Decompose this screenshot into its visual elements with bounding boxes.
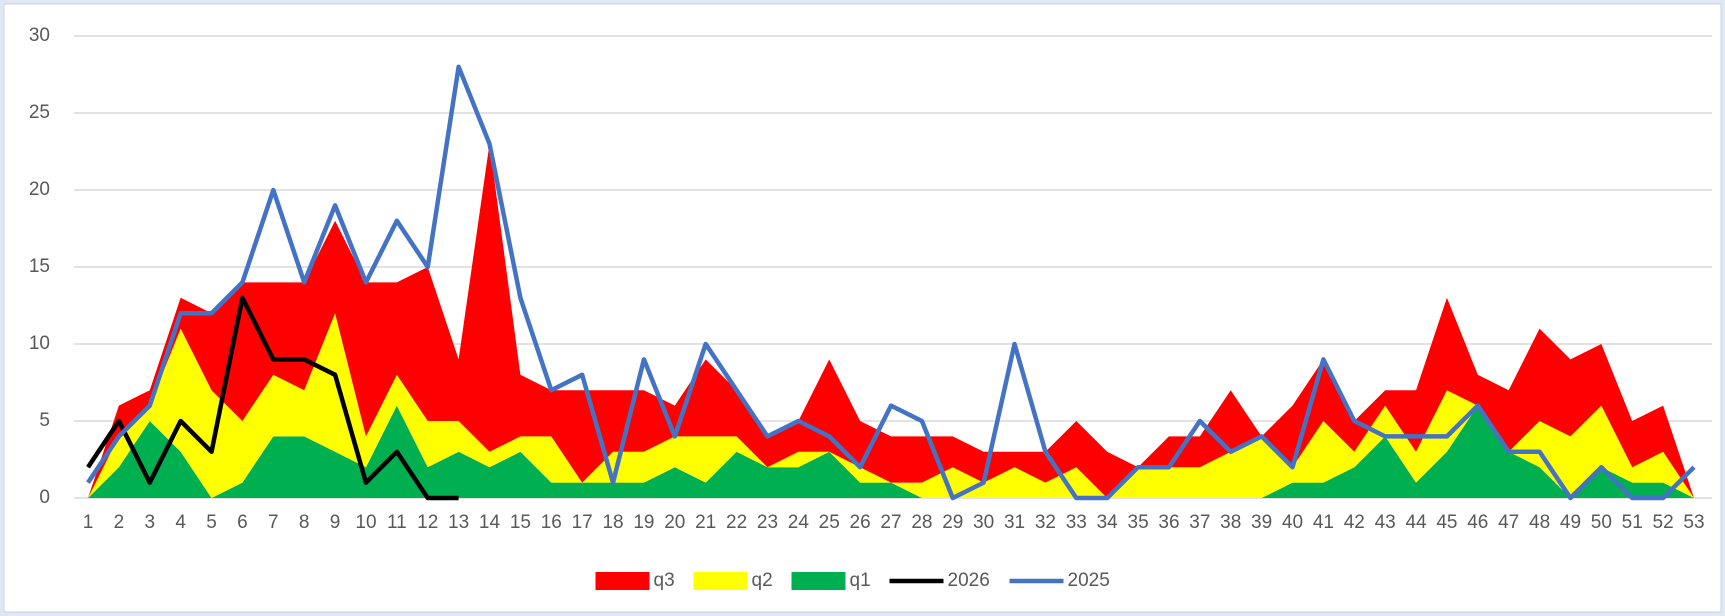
y-tick-label: 30 — [29, 25, 50, 46]
x-tick-label: 48 — [1529, 512, 1550, 533]
x-tick-label: 37 — [1189, 512, 1210, 533]
x-tick-label: 1 — [83, 512, 94, 533]
x-tick-label: 40 — [1282, 512, 1303, 533]
x-tick-label: 53 — [1683, 512, 1704, 533]
x-tick-label: 9 — [330, 512, 341, 533]
y-tick-label: 5 — [39, 410, 50, 431]
area — [88, 143, 1694, 499]
x-tick-label: 43 — [1375, 512, 1396, 533]
y-tick-label: 15 — [29, 256, 50, 277]
x-tick-label: 30 — [973, 512, 994, 533]
x-tick-label: 20 — [664, 512, 685, 533]
x-tick-label: 46 — [1467, 512, 1488, 533]
x-tick-label: 21 — [695, 512, 716, 533]
y-tick-label: 25 — [29, 102, 50, 123]
x-tick-label: 41 — [1313, 512, 1334, 533]
legend-label: 2026 — [948, 570, 990, 591]
x-tick-label: 27 — [880, 512, 901, 533]
x-tick-label: 35 — [1128, 512, 1149, 533]
x-tick-label: 31 — [1004, 512, 1025, 533]
x-tick-label: 6 — [237, 512, 248, 533]
x-tick-label: 15 — [510, 512, 531, 533]
x-tick-label: 12 — [417, 512, 438, 533]
legend-label: q1 — [850, 570, 871, 591]
line — [86, 64, 1696, 501]
legend-swatch — [595, 572, 650, 590]
x-tick-label: 47 — [1498, 512, 1519, 533]
x-tick-label: 4 — [175, 512, 186, 533]
x-tick-label: 5 — [206, 512, 217, 533]
x-tick-label: 11 — [387, 512, 407, 533]
x-tick-label: 45 — [1436, 512, 1457, 533]
y-tick-label: 0 — [39, 487, 50, 508]
x-tick-label: 23 — [757, 512, 778, 533]
legend-swatch — [791, 572, 846, 590]
x-tick-label: 38 — [1220, 512, 1241, 533]
x-tick-label: 49 — [1560, 512, 1581, 533]
x-tick-label: 19 — [633, 512, 654, 533]
x-tick-label: 25 — [819, 512, 840, 533]
x-tick-label: 51 — [1622, 512, 1643, 533]
x-tick-label: 16 — [541, 512, 562, 533]
x-tick-label: 32 — [1035, 512, 1056, 533]
x-tick-label: 17 — [572, 512, 593, 533]
x-tick-label: 7 — [268, 512, 279, 533]
x-tick-label: 22 — [726, 512, 747, 533]
y-tick-label: 10 — [29, 333, 50, 354]
x-tick-label: 28 — [911, 512, 932, 533]
x-tick-label: 18 — [602, 512, 623, 533]
legend-swatch — [693, 572, 748, 590]
y-tick-label: 20 — [29, 179, 50, 200]
legend-label: q2 — [752, 570, 773, 591]
x-tick-label: 44 — [1405, 512, 1427, 533]
legend-label: 2025 — [1068, 570, 1110, 591]
legend-label: q3 — [654, 570, 675, 591]
x-tick-label: 42 — [1344, 512, 1365, 533]
x-tick-label: 13 — [448, 512, 469, 533]
x-tick-label: 33 — [1066, 512, 1087, 533]
x-tick-label: 29 — [942, 512, 963, 533]
x-tick-label: 2 — [114, 512, 125, 533]
x-tick-label: 50 — [1591, 512, 1612, 533]
x-tick-label: 36 — [1158, 512, 1179, 533]
x-tick-label: 52 — [1653, 512, 1674, 533]
x-tick-label: 14 — [479, 512, 501, 533]
x-tick-label: 3 — [144, 512, 155, 533]
x-tick-label: 24 — [788, 512, 810, 533]
x-tick-label: 39 — [1251, 512, 1272, 533]
line — [86, 295, 459, 501]
x-tick-label: 8 — [299, 512, 310, 533]
area — [88, 405, 1694, 498]
x-tick-label: 34 — [1097, 512, 1119, 533]
x-tick-label: 10 — [355, 512, 376, 533]
x-tick-label: 26 — [850, 512, 871, 533]
